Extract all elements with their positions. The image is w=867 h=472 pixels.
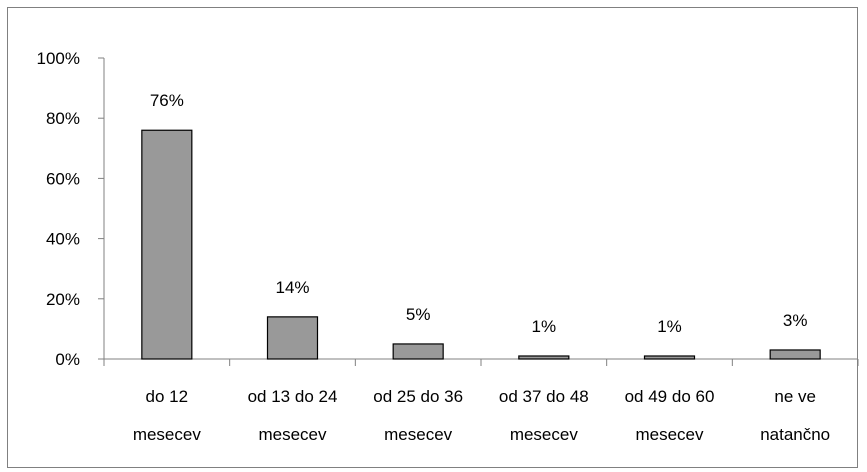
bar xyxy=(643,355,696,360)
category-label: natančno xyxy=(760,425,830,444)
bar xyxy=(392,343,444,360)
data-label: 3% xyxy=(783,311,808,330)
data-label: 5% xyxy=(406,305,431,324)
data-label: 1% xyxy=(532,317,557,336)
category-label: mesecev xyxy=(635,425,704,444)
category-label: do 12 xyxy=(146,387,189,406)
y-tick-label: 80% xyxy=(46,109,80,128)
bar xyxy=(769,349,821,360)
category-label: od 25 do 36 xyxy=(373,387,463,406)
category-label: od 49 do 60 xyxy=(625,387,715,406)
bar xyxy=(518,355,570,360)
category-label: mesecev xyxy=(258,425,327,444)
bar xyxy=(266,316,319,360)
category-label: mesecev xyxy=(510,425,579,444)
y-tick-label: 20% xyxy=(46,290,80,309)
data-label: 14% xyxy=(275,278,309,297)
y-tick-label: 100% xyxy=(37,49,80,68)
y-tick-label: 0% xyxy=(55,350,80,369)
category-label: od 37 do 48 xyxy=(499,387,589,406)
data-label: 1% xyxy=(657,317,682,336)
bar xyxy=(141,129,193,360)
category-label: od 13 do 24 xyxy=(248,387,338,406)
data-label: 76% xyxy=(150,91,184,110)
category-label: mesecev xyxy=(133,425,202,444)
y-tick-label: 60% xyxy=(46,169,80,188)
category-label: ne ve xyxy=(774,387,816,406)
y-tick-label: 40% xyxy=(46,230,80,249)
category-label: mesecev xyxy=(384,425,453,444)
